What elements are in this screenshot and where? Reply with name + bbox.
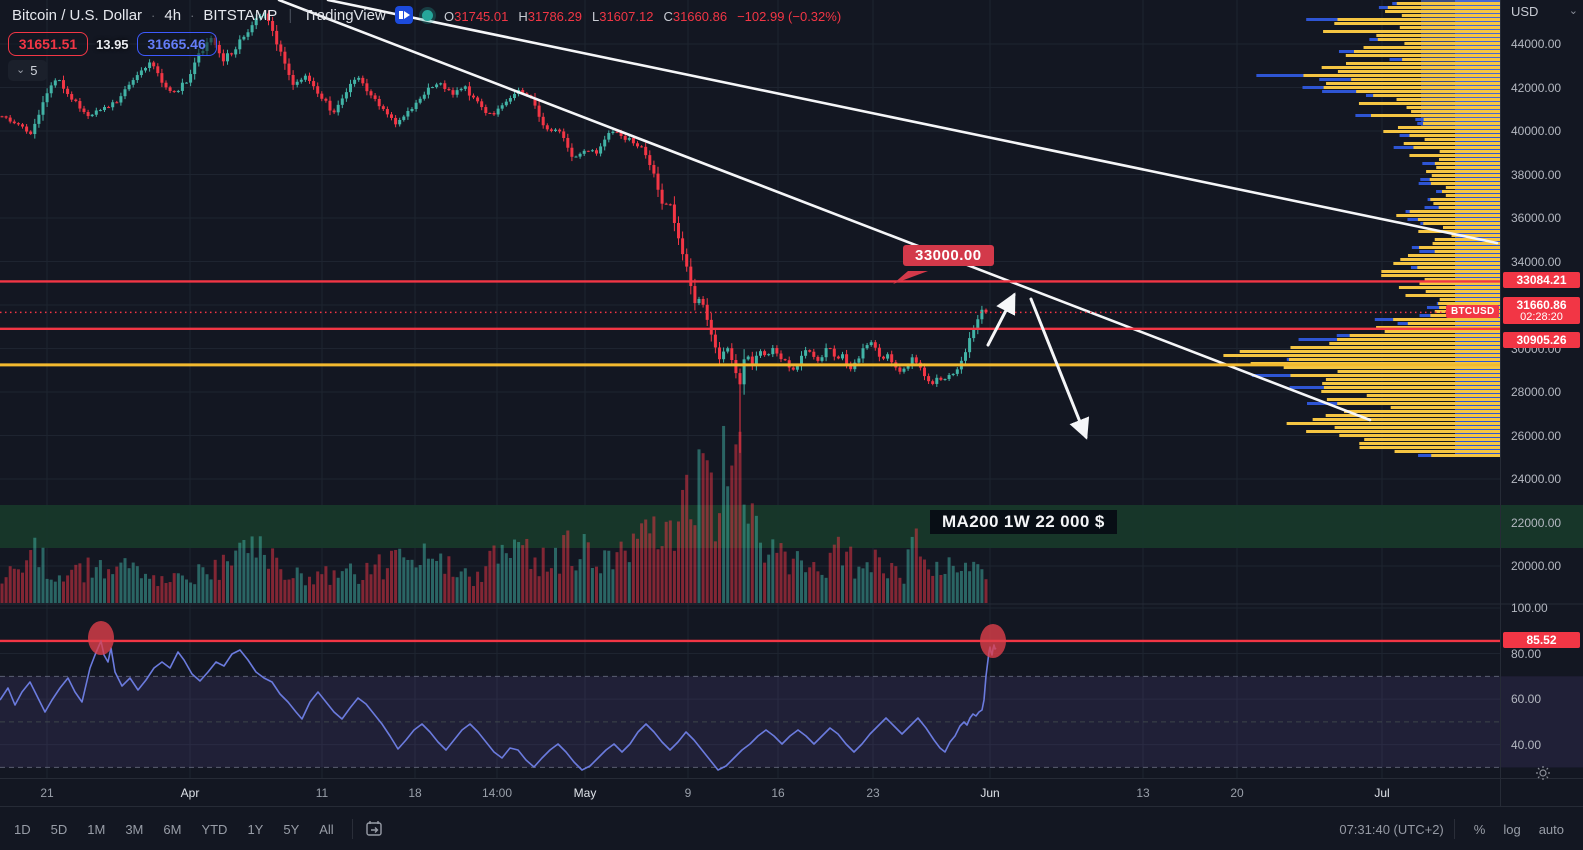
rsi-level-label: 85.52 <box>1503 631 1580 648</box>
price-tick-label: 26000.00 <box>1511 428 1562 443</box>
time-axis[interactable]: 21 Apr 11 18 14:00 May 9 16 23 Jun 13 20 Jul <box>0 778 1583 807</box>
time-tick-label: Jun <box>980 786 1000 800</box>
time-tick-label: 21 <box>40 786 54 800</box>
open-value: 31745.01 <box>454 9 509 24</box>
range-button-ytd[interactable]: YTD <box>201 821 228 837</box>
range-button-5d[interactable]: 5D <box>50 821 68 837</box>
time-tick-label: 14:00 <box>481 786 513 800</box>
time-tick-label: 9 <box>684 786 692 800</box>
change-value: −102.99 (−0.32%) <box>737 9 842 24</box>
close-label: C <box>663 9 673 24</box>
go-to-date-icon[interactable] <box>363 818 385 840</box>
sell-button[interactable]: 31651.51 <box>8 32 88 56</box>
price-tick-label: 34000.00 <box>1511 254 1562 269</box>
rsi-tick-label: 100.00 <box>1511 601 1548 615</box>
close-value: 31660.86 <box>672 9 728 24</box>
time-tick-label: 23 <box>866 786 880 800</box>
symbol-title[interactable]: Bitcoin / U.S. Dollar <box>12 6 143 24</box>
chart-canvas[interactable] <box>0 0 1583 806</box>
alert-price-label: 33084.21 <box>1503 272 1580 289</box>
toolbar-divider <box>351 819 353 839</box>
indicator-count: 5 <box>30 63 38 78</box>
range-button-3m[interactable]: 3M <box>125 821 144 837</box>
price-tick-label: 36000.00 <box>1511 211 1562 225</box>
price-tick-label: 42000.00 <box>1511 80 1562 95</box>
spread-value: 13.95 <box>96 36 129 52</box>
separator-dot: · <box>151 7 156 23</box>
range-button-1d[interactable]: 1D <box>14 821 31 837</box>
alert-price-label: 30905.26 <box>1503 331 1580 348</box>
price-callout-33000[interactable]: 33000.00 <box>903 245 994 266</box>
price-tick-label: 22000.00 <box>1511 515 1562 530</box>
high-label: H <box>518 9 528 24</box>
range-button-1m[interactable]: 1M <box>87 821 106 837</box>
price-axis[interactable]: USD ⌄ 44000.00 42000.00 40000.00 38000.00 36… <box>1500 0 1583 806</box>
separator-dot: · <box>190 7 195 23</box>
open-label: O <box>444 9 455 24</box>
bottom-toolbar: 1D 5D 1M 3M 6M YTD 1Y 5Y All 07:31:40 (UTC+2) % … <box>0 806 1583 850</box>
time-tick-label: Jul <box>1374 786 1390 800</box>
time-tick-label: 16 <box>771 786 785 800</box>
time-tick-label: 13 <box>1136 786 1150 800</box>
price-tick-label: 20000.00 <box>1511 559 1562 573</box>
low-label: L <box>591 9 600 24</box>
brightness-icon[interactable] <box>1535 765 1551 786</box>
session-clock[interactable]: 07:31:40 (UTC+2) <box>1339 821 1444 837</box>
range-button-6m[interactable]: 6M <box>163 821 182 837</box>
buy-button[interactable]: 31665.46 <box>136 32 217 56</box>
rsi-tick-label: 40.00 <box>1511 737 1542 752</box>
price-tick-label: 28000.00 <box>1511 385 1562 399</box>
log-scale-button[interactable]: log <box>1503 821 1521 837</box>
low-value: 31607.12 <box>599 9 654 24</box>
bar-countdown: 02:28:20 <box>1520 311 1563 324</box>
tradingview-wordmark[interactable]: TradingView <box>303 6 386 24</box>
range-button-5y[interactable]: 5Y <box>283 821 300 837</box>
exchange-label[interactable]: BITSTAMP <box>203 6 278 24</box>
price-tick-label: 40000.00 <box>1511 124 1562 138</box>
price-tick-label: 24000.00 <box>1511 472 1562 486</box>
tradingview-logo-icon[interactable] <box>394 6 413 24</box>
high-value: 31786.29 <box>527 9 582 24</box>
currency-caret-icon[interactable]: ⌄ <box>1568 5 1578 17</box>
rsi-tick-label: 80.00 <box>1511 646 1542 661</box>
toolbar-divider <box>1453 819 1455 839</box>
market-open-status-icon[interactable] <box>421 9 433 21</box>
price-tick-label: 38000.00 <box>1511 167 1562 182</box>
time-tick-label: Apr <box>180 786 200 800</box>
time-tick-label: 18 <box>408 786 422 800</box>
chart-header: Bitcoin / U.S. Dollar · 4h · BITSTAMP | … <box>12 6 433 24</box>
currency-unit-label[interactable]: USD <box>1511 4 1539 19</box>
auto-scale-button[interactable]: auto <box>1538 821 1564 837</box>
interval-label[interactable]: 4h <box>164 6 182 24</box>
time-tick-label: May <box>573 786 597 800</box>
quote-row: 31651.51 13.95 31665.46 <box>8 32 217 56</box>
btcusd-price-tag: BTCUSD <box>1446 305 1500 318</box>
range-button-all[interactable]: All <box>319 821 334 837</box>
ohlc-legend: O31745.01 H31786.29 L31607.12 C31660.86 … <box>444 9 841 24</box>
rsi-tick-label: 60.00 <box>1511 692 1542 707</box>
last-price-label: 31660.86 02:28:20 <box>1503 297 1580 325</box>
time-tick-label: 20 <box>1230 786 1244 800</box>
separator-pipe: | <box>288 6 293 24</box>
chevron-down-icon: ⌄ <box>16 64 26 76</box>
date-range-group: 1D 5D 1M 3M 6M YTD 1Y 5Y All <box>6 818 342 841</box>
percent-scale-button[interactable]: % <box>1473 821 1486 837</box>
time-tick-label: 11 <box>315 786 329 800</box>
price-tick-label: 44000.00 <box>1511 37 1562 51</box>
ma200-annotation[interactable]: MA200 1W 22 000 $ <box>930 510 1117 534</box>
toolbar-right-group: 07:31:40 (UTC+2) % log auto <box>1339 818 1573 841</box>
indicator-collapse-toggle[interactable]: ⌄ 5 <box>8 60 48 81</box>
range-button-1y[interactable]: 1Y <box>247 821 264 837</box>
